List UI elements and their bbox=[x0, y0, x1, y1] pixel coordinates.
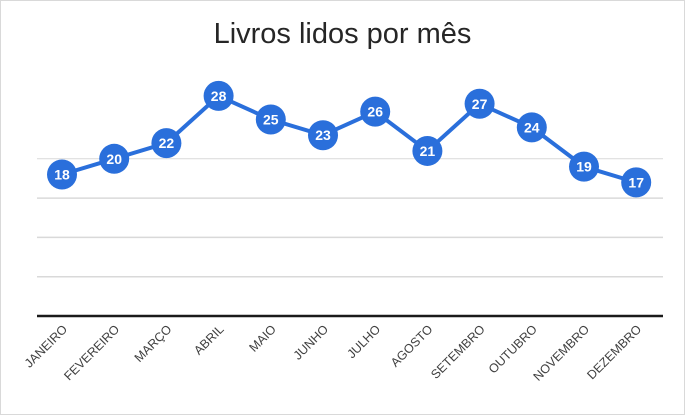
data-label: 20 bbox=[106, 151, 122, 167]
data-point[interactable]: 18 bbox=[47, 159, 77, 190]
data-marker bbox=[99, 143, 130, 174]
x-tick-label: JULHO bbox=[344, 322, 383, 361]
data-point[interactable]: 28 bbox=[203, 80, 234, 111]
data-label: 18 bbox=[54, 167, 70, 183]
x-tick-label: FEVEREIRO bbox=[61, 322, 122, 383]
data-marker bbox=[203, 80, 234, 111]
x-tick-label: AGOSTO bbox=[388, 322, 436, 370]
data-marker bbox=[151, 128, 182, 159]
series-line bbox=[61, 93, 637, 185]
data-point[interactable]: 26 bbox=[360, 96, 391, 127]
data-label: 21 bbox=[420, 143, 436, 159]
x-tick-label: MARÇO bbox=[132, 322, 175, 365]
x-tick-label: MAIO bbox=[246, 322, 279, 355]
chart-title: Livros lidos por mês bbox=[213, 18, 472, 50]
data-label: 26 bbox=[367, 104, 383, 120]
data-marker bbox=[516, 112, 547, 143]
x-tick-label: OUTUBRO bbox=[486, 322, 540, 376]
data-label: 27 bbox=[472, 96, 488, 112]
data-marker bbox=[464, 88, 495, 119]
data-marker bbox=[412, 135, 443, 166]
data-marker bbox=[360, 96, 391, 127]
data-label: 22 bbox=[159, 135, 175, 151]
data-point[interactable]: 25 bbox=[255, 104, 286, 135]
data-marker bbox=[47, 159, 77, 190]
x-tick-label: SETEMBRO bbox=[428, 322, 488, 382]
data-label: 25 bbox=[263, 112, 279, 128]
data-point[interactable]: 24 bbox=[516, 112, 547, 143]
data-point[interactable]: 21 bbox=[412, 135, 443, 166]
data-point[interactable]: 20 bbox=[99, 143, 130, 174]
x-tick-label: DEZEMBRO bbox=[584, 322, 644, 382]
x-tick-label: JUNHO bbox=[291, 322, 332, 363]
x-tick-label: JANEIRO bbox=[22, 322, 70, 370]
data-label: 24 bbox=[524, 119, 540, 135]
data-point[interactable]: 23 bbox=[308, 120, 338, 151]
data-point[interactable]: 19 bbox=[569, 151, 599, 182]
x-tick-label: NOVEMBRO bbox=[531, 322, 593, 384]
data-marker bbox=[621, 167, 652, 198]
data-point[interactable]: 27 bbox=[464, 88, 495, 119]
data-label: 19 bbox=[576, 159, 592, 175]
data-label: 17 bbox=[628, 174, 644, 190]
data-marker bbox=[308, 120, 338, 151]
data-label: 28 bbox=[211, 88, 227, 104]
x-tick-label: ABRIL bbox=[191, 322, 226, 357]
data-marker bbox=[255, 104, 286, 135]
data-point[interactable]: 17 bbox=[621, 167, 652, 198]
data-point[interactable]: 22 bbox=[151, 128, 182, 159]
data-marker bbox=[569, 151, 599, 182]
data-label: 23 bbox=[315, 127, 331, 143]
